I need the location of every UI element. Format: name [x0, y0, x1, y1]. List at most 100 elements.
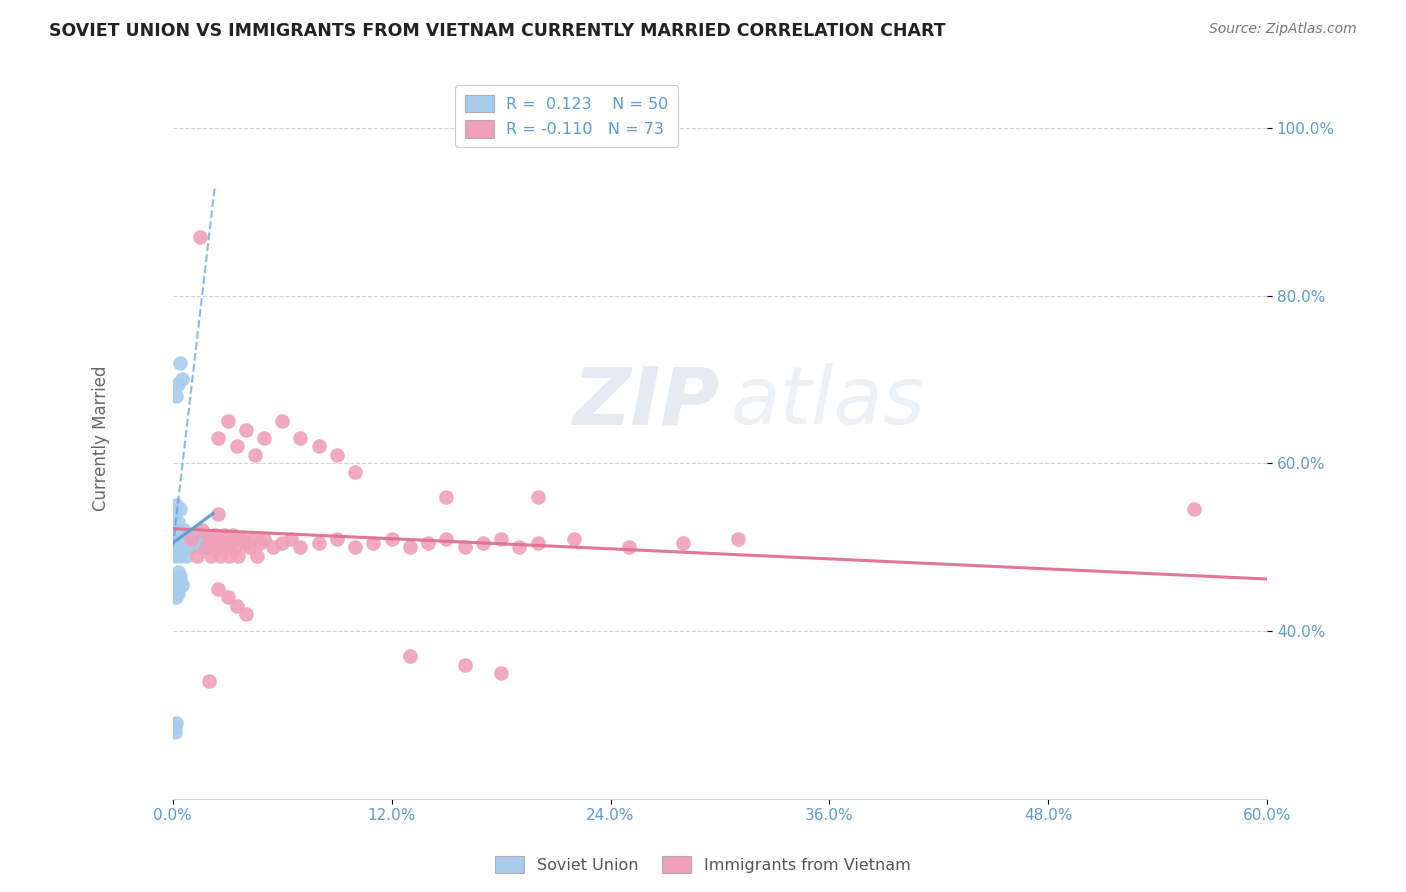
Point — [170, 532, 193, 546]
Point — [170, 540, 193, 554]
Point — [212, 527, 235, 541]
Point — [617, 540, 640, 554]
Point — [418, 536, 440, 550]
Point — [169, 549, 191, 563]
Point — [217, 591, 239, 605]
Point — [228, 549, 250, 563]
Point — [198, 674, 221, 689]
Point — [167, 515, 190, 529]
Point — [453, 540, 475, 554]
Point — [238, 540, 260, 554]
Point — [235, 423, 257, 437]
Point — [204, 527, 226, 541]
Point — [471, 536, 494, 550]
Point — [191, 524, 214, 538]
Point — [399, 540, 422, 554]
Point — [489, 532, 512, 546]
Point — [205, 540, 228, 554]
Point — [197, 532, 219, 546]
Point — [174, 549, 197, 563]
Point — [166, 540, 188, 554]
Point — [207, 507, 229, 521]
Point — [169, 356, 191, 370]
Point — [526, 490, 548, 504]
Point — [224, 540, 246, 554]
Point — [198, 532, 221, 546]
Point — [1182, 502, 1205, 516]
Point — [290, 431, 312, 445]
Point — [166, 389, 188, 403]
Point — [163, 549, 186, 563]
Point — [169, 502, 191, 516]
Point — [271, 414, 294, 428]
Point — [225, 532, 247, 546]
Point — [399, 649, 422, 664]
Text: atlas: atlas — [731, 363, 925, 441]
Point — [167, 566, 190, 580]
Point — [169, 569, 191, 583]
Point — [280, 532, 302, 546]
Point — [219, 536, 242, 550]
Point — [363, 536, 385, 550]
Point — [489, 665, 512, 680]
Point — [163, 724, 186, 739]
Point — [181, 540, 204, 554]
Point — [174, 536, 197, 550]
Point — [167, 536, 190, 550]
Point — [194, 536, 217, 550]
Point — [246, 549, 269, 563]
Point — [562, 532, 585, 546]
Point — [207, 532, 229, 546]
Point — [434, 532, 457, 546]
Point — [186, 532, 208, 546]
Point — [187, 540, 209, 554]
Point — [180, 532, 202, 546]
Point — [217, 532, 239, 546]
Point — [180, 536, 202, 550]
Point — [163, 574, 186, 588]
Y-axis label: Currently Married: Currently Married — [93, 366, 110, 511]
Point — [271, 536, 294, 550]
Point — [179, 527, 201, 541]
Point — [211, 536, 233, 550]
Point — [290, 540, 312, 554]
Point — [231, 532, 253, 546]
Point — [193, 540, 215, 554]
Point — [201, 536, 224, 550]
Point — [200, 549, 222, 563]
Point — [344, 540, 367, 554]
Point — [235, 607, 257, 622]
Point — [163, 507, 186, 521]
Point — [163, 532, 186, 546]
Point — [166, 498, 188, 512]
Point — [308, 536, 330, 550]
Point — [170, 372, 193, 386]
Point — [188, 229, 211, 244]
Point — [191, 532, 214, 546]
Point — [225, 599, 247, 613]
Point — [167, 586, 190, 600]
Text: Source: ZipAtlas.com: Source: ZipAtlas.com — [1209, 22, 1357, 37]
Point — [167, 582, 190, 596]
Point — [344, 465, 367, 479]
Point — [242, 532, 264, 546]
Point — [243, 448, 266, 462]
Point — [222, 527, 245, 541]
Point — [225, 440, 247, 454]
Point — [166, 591, 188, 605]
Point — [215, 540, 238, 554]
Point — [253, 431, 276, 445]
Point — [167, 376, 190, 391]
Point — [163, 721, 186, 735]
Point — [173, 540, 195, 554]
Point — [526, 536, 548, 550]
Point — [326, 448, 349, 462]
Point — [174, 527, 197, 541]
Point — [173, 524, 195, 538]
Legend: Soviet Union, Immigrants from Vietnam: Soviet Union, Immigrants from Vietnam — [489, 849, 917, 880]
Point — [173, 532, 195, 546]
Point — [508, 540, 530, 554]
Point — [434, 490, 457, 504]
Point — [235, 536, 257, 550]
Legend: R =  0.123    N = 50, R = -0.110   N = 73: R = 0.123 N = 50, R = -0.110 N = 73 — [456, 86, 678, 147]
